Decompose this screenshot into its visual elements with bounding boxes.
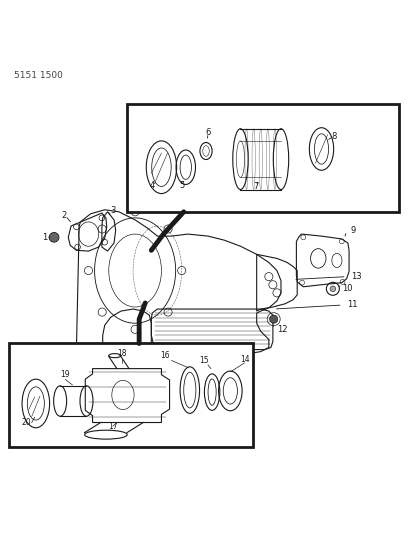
FancyBboxPatch shape	[9, 343, 253, 447]
Text: 16: 16	[161, 351, 170, 360]
Text: 19: 19	[61, 370, 70, 379]
Text: 17: 17	[108, 422, 118, 431]
Text: 20: 20	[22, 418, 31, 427]
Text: 12: 12	[277, 325, 288, 334]
Text: 5: 5	[179, 181, 184, 190]
Text: 13: 13	[351, 272, 361, 281]
Text: 18: 18	[118, 350, 127, 359]
Text: 3: 3	[110, 206, 115, 215]
Text: 2: 2	[61, 212, 67, 220]
Text: 9: 9	[351, 227, 356, 236]
Text: 11: 11	[347, 301, 357, 310]
Circle shape	[270, 315, 278, 323]
Text: 1: 1	[42, 233, 47, 242]
Circle shape	[330, 286, 336, 292]
Text: 15: 15	[199, 356, 209, 365]
Text: 7: 7	[253, 182, 259, 191]
Circle shape	[49, 232, 59, 242]
Text: 8: 8	[331, 132, 336, 141]
Text: 14: 14	[240, 355, 249, 364]
Text: 6: 6	[205, 128, 211, 138]
FancyBboxPatch shape	[127, 104, 399, 212]
Text: 10: 10	[342, 284, 352, 293]
Text: 5151 1500: 5151 1500	[13, 71, 62, 80]
Text: 4: 4	[150, 181, 155, 190]
